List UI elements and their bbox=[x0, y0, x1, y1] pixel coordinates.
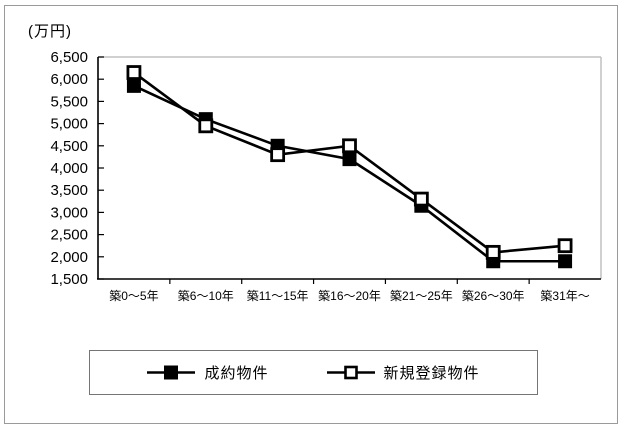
y-tick-label: 5,500 bbox=[50, 93, 88, 110]
y-tick-label: 2,500 bbox=[50, 227, 88, 244]
data-point-open-square-s1-4 bbox=[413, 191, 429, 207]
data-point-open-square-s1-2 bbox=[270, 147, 286, 163]
data-point-open-square-s1-1 bbox=[198, 118, 214, 134]
y-tick-label: 3,500 bbox=[50, 182, 88, 199]
legend-item-contract-properties: 成約物件 bbox=[147, 362, 268, 383]
x-tick-label: 築11～15年 bbox=[247, 288, 309, 303]
legend-label-contract-properties: 成約物件 bbox=[204, 365, 269, 382]
series-line-0 bbox=[133, 84, 566, 263]
y-tick-label: 6,500 bbox=[50, 49, 88, 66]
x-tick-label: 築26～30年 bbox=[462, 288, 525, 303]
legend: 成約物件 新規登録物件 bbox=[89, 350, 538, 395]
y-tick-label: 3,000 bbox=[50, 204, 88, 221]
x-tick-label: 築0～5年 bbox=[109, 288, 158, 303]
open-square-marker-icon bbox=[326, 365, 375, 380]
filled-square-marker-icon bbox=[147, 365, 196, 380]
y-tick-label: 1,500 bbox=[50, 271, 88, 288]
y-tick-label: 2,000 bbox=[50, 249, 88, 266]
data-point-open-square-s1-3 bbox=[342, 138, 357, 154]
y-tick-label: 6,000 bbox=[50, 71, 88, 88]
line-chart-plot: 1,500 2,000 2,500 3,000 3,500 4,000 4,500 5,000… bbox=[50, 49, 602, 303]
y-axis-unit-label: (万円) bbox=[28, 23, 72, 40]
data-point-open-square-s1-5 bbox=[485, 244, 501, 260]
data-point-filled-square-s0-6 bbox=[558, 254, 573, 269]
data-point-filled-square-s0-3 bbox=[342, 152, 357, 167]
x-tick-label: 築16～20年 bbox=[318, 288, 381, 303]
legend-label-new-listing-properties: 新規登録物件 bbox=[383, 365, 480, 382]
legend-item-new-listing-properties: 新規登録物件 bbox=[326, 362, 480, 383]
data-point-open-square-s1-0 bbox=[126, 65, 142, 80]
y-tick-label: 5,000 bbox=[50, 116, 88, 133]
data-point-open-square-s1-6 bbox=[557, 238, 573, 254]
x-tick-label: 築31年～ bbox=[540, 288, 589, 303]
y-tick-label: 4,500 bbox=[50, 138, 88, 155]
data-point-filled-square-s0-0 bbox=[126, 78, 141, 93]
y-tick-label: 4,000 bbox=[50, 160, 88, 177]
x-tick-label: 築6～10年 bbox=[178, 288, 234, 303]
x-tick-label: 築21～25年 bbox=[390, 288, 453, 303]
